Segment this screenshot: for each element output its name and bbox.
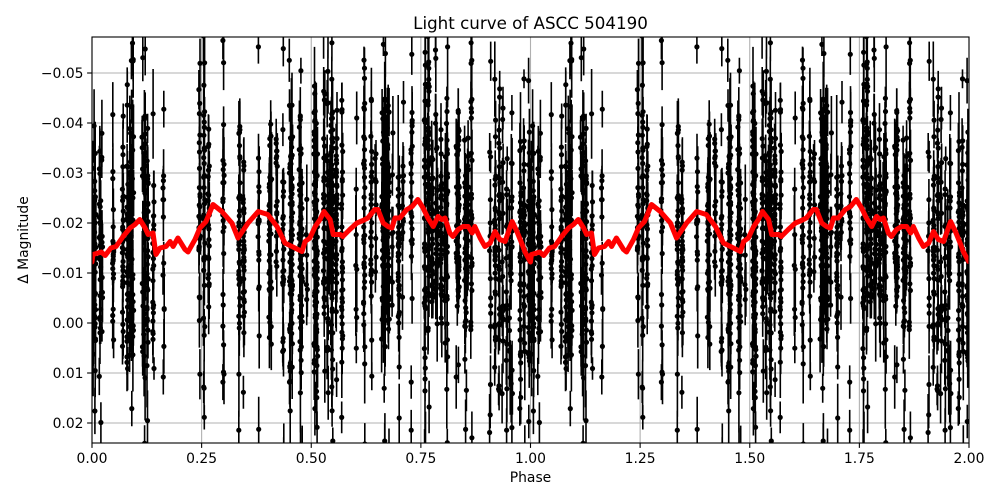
x-tick-label: 1.50 [734, 451, 765, 467]
y-tick-label: −0.03 [41, 166, 84, 182]
binned-mean-line [92, 197, 969, 265]
x-tick-label: 1.25 [625, 451, 656, 467]
y-tick-label: 0.01 [53, 366, 84, 382]
y-tick-label: −0.05 [41, 66, 84, 82]
y-axis: −0.05 −0.04 −0.03 −0.02 −0.01 0.00 0.01 0.02 [41, 66, 92, 432]
x-tick-label: 2.00 [954, 451, 985, 467]
x-tick-label: 1.00 [515, 451, 546, 467]
y-tick-label: −0.04 [41, 116, 84, 132]
binned-mean-curve [92, 197, 969, 265]
x-axis: 0.00 0.25 0.50 0.75 1.00 1.25 1.50 1.75 2.00 [77, 443, 985, 467]
y-tick-label: 0.00 [53, 316, 84, 332]
data-point-markers [92, 37, 969, 443]
observations-errorbar-scatter [92, 37, 969, 443]
y-tick-label: −0.01 [41, 266, 84, 282]
x-tick-label: 0.75 [405, 451, 436, 467]
x-tick-label: 1.75 [844, 451, 875, 467]
x-tick-label: 0.50 [296, 451, 327, 467]
y-tick-label: −0.02 [41, 216, 84, 232]
x-tick-label: 0.25 [186, 451, 217, 467]
chart-title: Light curve of ASCC 504190 [413, 13, 648, 33]
y-tick-label: 0.02 [53, 416, 84, 432]
x-tick-label: 0.00 [77, 451, 108, 467]
x-axis-label: Phase [510, 470, 551, 486]
y-axis-label: Δ Magnitude [16, 196, 32, 284]
